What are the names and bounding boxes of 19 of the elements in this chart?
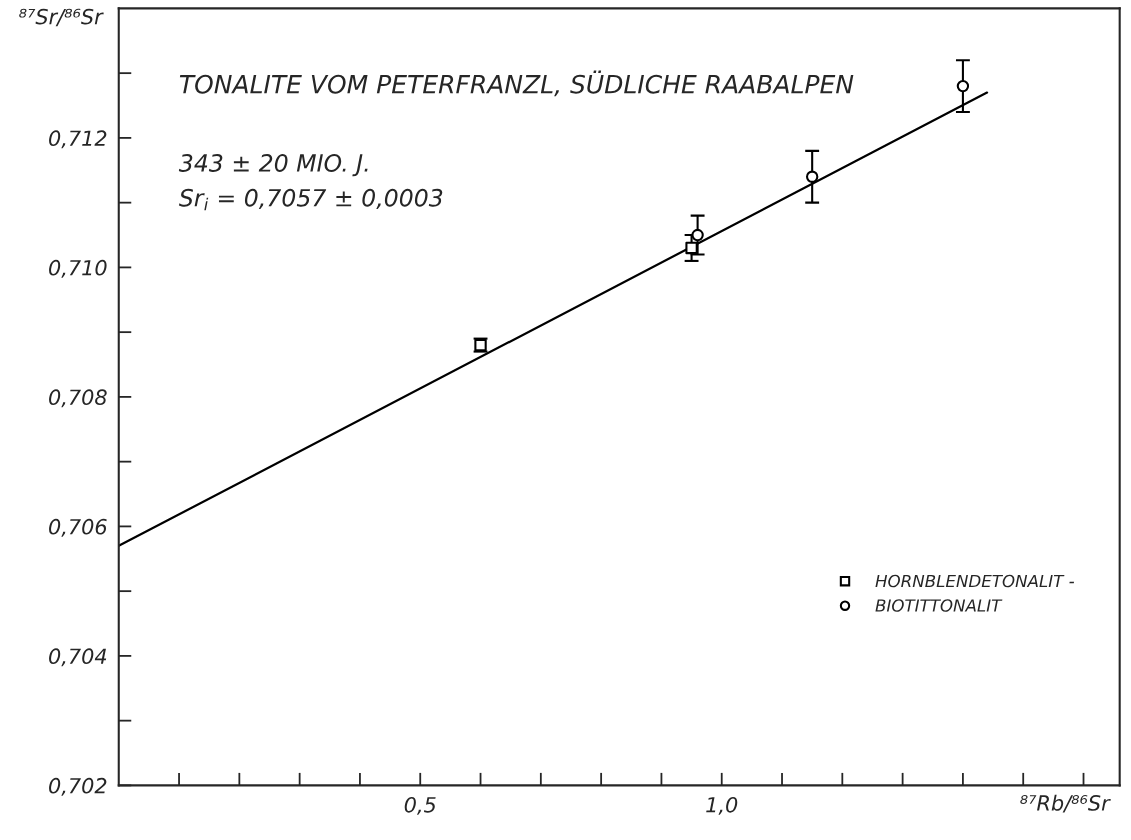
annotation: Sr$_{i}$ = 0,7057 ± 0,0003 <box>178 188 443 211</box>
legend-label: BIOTITTONALIT <box>875 599 1003 612</box>
legend-label: HORNBLENDETONALIT - <box>875 574 1075 588</box>
point <box>956 79 970 93</box>
text: TONALITE VOM PETERFRANZL, SÜDLICHE RAABALPEN <box>179 70 854 97</box>
x-tick-label: 0,5 <box>404 796 436 815</box>
y-tick-label: 0,702 <box>49 777 107 796</box>
y-tick-label: 0,706 <box>49 518 107 537</box>
point <box>805 170 819 183</box>
x-axis-title: ⁸⁷Rb/⁸⁶Sr <box>1020 794 1111 813</box>
y-tick-label: 0,704 <box>49 648 107 667</box>
point <box>685 241 698 255</box>
y-axis-title: ⁸⁷Sr/⁸⁶Sr <box>19 8 104 27</box>
y-tick-label: 0,708 <box>49 389 107 408</box>
annotation: 343 ± 20 MIO. J. <box>178 154 368 177</box>
point <box>691 228 704 242</box>
x-tick-label: 1,0 <box>706 796 738 815</box>
y-tick-label: 0,710 <box>49 259 107 278</box>
y-tick-label: 0,712 <box>49 130 107 149</box>
